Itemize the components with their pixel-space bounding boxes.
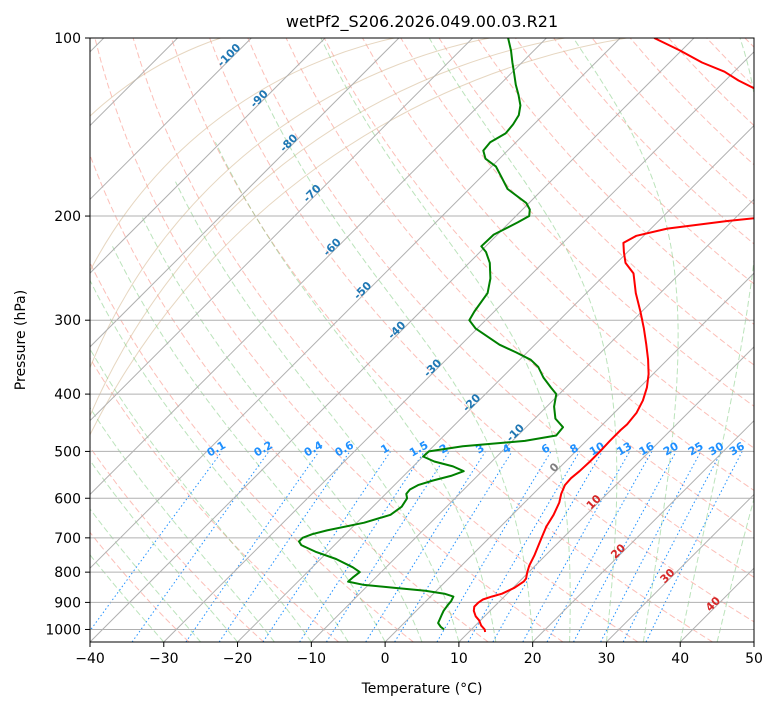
x-tick-label: −30 xyxy=(149,651,179,667)
isotherm-label: -60 xyxy=(321,235,344,258)
isotherm-line xyxy=(311,38,775,642)
isentrope xyxy=(50,28,581,560)
y-tick-label: 400 xyxy=(54,387,81,403)
isotherm-label: -80 xyxy=(277,131,300,154)
dry-adiabat xyxy=(0,38,339,642)
dry-adiabats xyxy=(0,38,775,642)
moist-adiabat xyxy=(142,216,422,642)
dry-adiabat xyxy=(0,38,264,642)
mixing-ratio-line xyxy=(468,451,579,642)
moist-adiabats xyxy=(0,38,775,642)
plot-area xyxy=(0,0,775,642)
y-tick-label: 600 xyxy=(54,491,81,507)
x-tick-label: −40 xyxy=(75,651,105,667)
mixing-ratio-line xyxy=(82,451,222,642)
dry-adiabat xyxy=(18,38,413,642)
x-tick-label: 50 xyxy=(745,651,763,667)
y-tick-label: 700 xyxy=(54,531,81,547)
moist-adiabat xyxy=(215,142,495,642)
mixing-ratio-label: 36 xyxy=(727,439,747,458)
isotherm-line xyxy=(754,38,775,642)
y-axis-label: Pressure (hPa) xyxy=(13,290,29,390)
mixing-ratio-line xyxy=(263,451,391,642)
isotherm-line xyxy=(0,38,546,642)
y-tick-label: 900 xyxy=(54,595,81,611)
dry-adiabat xyxy=(745,38,775,642)
y-tick-label: 200 xyxy=(54,209,81,225)
dry-adiabat xyxy=(439,38,775,642)
isotherm-label: -90 xyxy=(248,87,271,110)
mixing-ratio-line xyxy=(300,451,425,642)
moist-adiabat xyxy=(0,360,201,642)
mixing-ratio-line xyxy=(326,451,449,642)
mixing-ratio-label: 0.1 xyxy=(205,438,228,459)
isotherm-line xyxy=(16,38,620,642)
mixing-ratio-line xyxy=(366,451,486,642)
temperature-profile xyxy=(474,38,775,632)
mixing-ratio-label: 0.6 xyxy=(333,438,357,459)
moist-adiabat xyxy=(63,298,311,642)
y-tick-label: 800 xyxy=(54,565,81,581)
isotherm-label: -50 xyxy=(351,279,374,302)
y-tick-label: 500 xyxy=(54,444,81,460)
x-axis: −40 −30 −20 −10 0 10 20 30 40 50 xyxy=(75,642,763,667)
isotherm-label: -70 xyxy=(301,182,324,205)
dry-adiabat xyxy=(630,38,775,642)
mixing-ratio-label: 0.4 xyxy=(302,438,326,459)
mixing-ratio-label: 0.2 xyxy=(252,438,275,459)
x-tick-label: 10 xyxy=(450,651,468,667)
mixing-ratio-label: 25 xyxy=(686,440,706,459)
mixing-ratio-label: 6 xyxy=(539,441,552,456)
dry-adiabat xyxy=(133,38,638,642)
isotherm-line xyxy=(164,38,768,642)
mixing-ratio-label: 20 xyxy=(661,439,681,458)
isotherm-label: -100 xyxy=(215,41,244,70)
plot-frame xyxy=(90,38,754,642)
mixing-ratio-label: 16 xyxy=(637,439,657,458)
moist-adiabat xyxy=(176,182,459,642)
dry-adiabat xyxy=(171,38,712,642)
isotherm-label: -40 xyxy=(385,318,408,341)
x-axis-label: Temperature (°C) xyxy=(361,681,483,697)
dry-adiabat xyxy=(286,38,775,642)
isentrope xyxy=(40,28,495,575)
isotherm-label: 40 xyxy=(703,594,723,614)
moist-adiabat xyxy=(19,341,238,642)
isotherm-line xyxy=(0,38,251,642)
moist-adiabat xyxy=(680,38,760,642)
isotherm-line xyxy=(0,38,325,642)
y-tick-label: 300 xyxy=(54,313,81,329)
isotherms xyxy=(0,38,775,642)
mixing-ratio-label: 30 xyxy=(706,439,726,458)
x-tick-label: −10 xyxy=(297,651,327,667)
mixing-ratio-label: 13 xyxy=(615,440,635,459)
x-tick-label: 20 xyxy=(524,651,542,667)
isotherm-label: 10 xyxy=(584,492,604,512)
isotherm-label: -30 xyxy=(421,356,444,379)
isotherm-label: 30 xyxy=(658,566,678,586)
x-tick-label: 40 xyxy=(671,651,689,667)
isotherm-line xyxy=(680,38,775,642)
y-tick-label: 1000 xyxy=(45,622,81,638)
moist-adiabat xyxy=(321,38,570,642)
mixing-ratio-line xyxy=(547,451,652,642)
dry-adiabat xyxy=(707,38,775,642)
pressure-gridlines xyxy=(90,38,754,629)
mixing-ratio-line xyxy=(437,451,551,642)
y-tick-label: 100 xyxy=(54,31,81,47)
mixing-ratio-line xyxy=(574,451,677,642)
x-tick-label: −20 xyxy=(223,651,253,667)
y-axis: 100 200 300 400 500 600 700 800 900 1000 xyxy=(45,31,90,638)
isotherm-label: 20 xyxy=(608,541,628,561)
mixing-ratio-label: 1 xyxy=(378,441,391,456)
chart-title: wetPf2_S206.2026.049.00.03.R21 xyxy=(286,12,558,32)
x-tick-label: 30 xyxy=(598,651,616,667)
x-tick-label: 0 xyxy=(381,651,390,667)
moist-adiabat xyxy=(717,38,775,642)
